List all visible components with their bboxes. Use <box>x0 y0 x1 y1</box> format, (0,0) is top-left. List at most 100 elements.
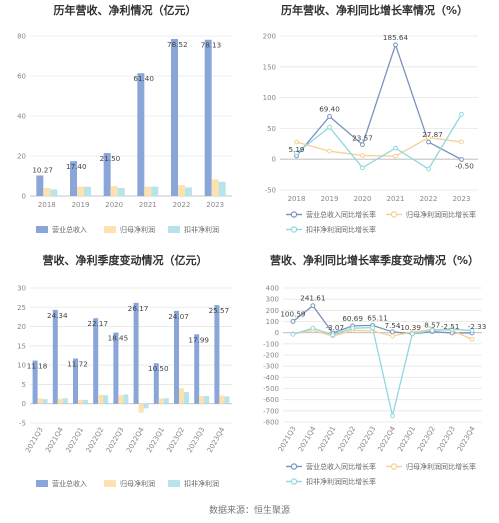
data-point <box>327 124 332 130</box>
y-tick-label: 20 <box>17 323 26 331</box>
x-tick-label: 2022Q1 <box>317 425 338 453</box>
data-label: 78.13 <box>201 41 222 50</box>
data-point <box>449 326 455 332</box>
x-tick-label: 2021 <box>387 195 405 203</box>
legend-label: 营业总收入 <box>52 225 87 234</box>
y-tick-label: -50 <box>265 187 276 195</box>
y-tick-label: -800 <box>263 419 279 427</box>
bar <box>98 394 104 404</box>
legend-label: 营业总收入同比增长率 <box>306 462 376 471</box>
y-tick-label: 100 <box>263 94 276 102</box>
data-label: 23.57 <box>352 134 373 143</box>
data-point <box>290 331 296 337</box>
y-tick-label: -700 <box>263 407 279 415</box>
annual-growth-rate-svg: 历年营收、净利同比增长率情况（%） -50 0 50 100 150 200 2018 2019… <box>263 3 478 234</box>
bar <box>118 395 124 404</box>
data-point <box>426 166 431 172</box>
x-tick-label: 2023Q1 <box>396 425 417 453</box>
chart-title: 历年营收、净利情况（亿元） <box>54 3 197 17</box>
bar <box>83 399 88 404</box>
bar <box>204 39 212 196</box>
legend-marker <box>290 478 298 485</box>
bar <box>77 186 84 196</box>
bar <box>70 161 77 196</box>
bar <box>158 398 164 404</box>
chart-title: 历年营收、净利同比增长率情况（%） <box>281 3 468 17</box>
quarterly-revenue-profit-svg: 营收、净利季度变动情况（亿元） -5 0 5 10 15 20 25 30 2021Q3 2021Q… <box>17 253 232 488</box>
annual-growth-rate-chart: 历年营收、净利同比增长率情况（%） -50 0 50 100 150 200 2018 2019… <box>250 0 499 250</box>
data-label: 8.57 <box>424 321 440 330</box>
legend-label: 归母净利润同比增长率 <box>406 462 476 471</box>
y-tick-label: 50 <box>267 125 276 133</box>
bar <box>42 399 48 404</box>
y-tick-label: 400 <box>266 285 279 293</box>
x-tick-label: 2019 <box>72 201 90 209</box>
bar <box>84 186 91 196</box>
legend-swatch <box>168 480 180 487</box>
data-label: 24.07 <box>168 312 189 321</box>
x-tick-label: 2022Q4 <box>125 426 146 455</box>
x-tick-label: 2022 <box>173 201 191 209</box>
data-label: 100.59 <box>280 309 306 318</box>
y-tick-label: 40 <box>17 113 26 121</box>
bar <box>52 309 58 404</box>
x-tick-label: 2022Q4 <box>376 425 397 454</box>
legend-label: 归母净利润 <box>120 479 155 488</box>
legend-marker <box>290 211 298 218</box>
data-label: 26.17 <box>128 304 149 313</box>
x-tick-label: 2021Q3 <box>277 425 298 453</box>
bar <box>110 186 118 196</box>
bar <box>103 153 111 196</box>
bar <box>144 186 152 196</box>
x-tick-label: 2023Q4 <box>456 425 477 454</box>
bar <box>219 395 225 404</box>
bar <box>179 388 184 404</box>
data-point <box>360 165 365 171</box>
data-label: 10.27 <box>32 165 53 174</box>
y-tick-label: 0 <box>272 156 276 164</box>
data-point <box>294 139 299 145</box>
data-point <box>469 336 475 342</box>
bar <box>36 175 44 196</box>
y-tick-label: -400 <box>263 374 279 382</box>
data-point <box>393 42 398 48</box>
bar <box>199 396 205 404</box>
data-point <box>327 148 332 154</box>
y-tick-label: 200 <box>266 307 279 315</box>
legend-swatch <box>36 226 48 233</box>
data-label: 10.50 <box>148 364 169 373</box>
bar <box>103 395 109 404</box>
data-source-note: 数据来源：恒生聚源 <box>208 506 290 516</box>
quarterly-revenue-profit-chart: 营收、净利季度变动情况（亿元） -5 0 5 10 15 20 25 30 2021Q3 2021Q… <box>0 250 250 500</box>
y-tick-label: 5 <box>22 381 26 389</box>
y-tick-label: -300 <box>263 363 279 371</box>
bar <box>62 398 68 404</box>
data-point <box>426 135 431 141</box>
annual-revenue-profit-svg: 历年营收、净利情况（亿元） 0 20 40 60 80 2018 2019 2020 2021 20… <box>17 3 232 234</box>
data-label: 241.61 <box>300 294 325 303</box>
data-point <box>459 157 464 162</box>
series-line <box>292 304 473 335</box>
quarterly-growth-rate-svg: 营收、净利同比增长率季度变动情况（%） -800 -700 -600 -500 -400 -… <box>263 253 486 486</box>
legend-label: 营业总收入 <box>52 479 87 488</box>
bar <box>184 392 189 404</box>
x-tick-label: 2020 <box>105 201 123 209</box>
data-point <box>350 325 356 331</box>
data-label: 7.54 <box>384 321 400 330</box>
bar <box>218 181 226 196</box>
y-tick-label: 60 <box>17 73 26 81</box>
data-label: 25.57 <box>209 306 230 315</box>
y-tick-label: 200 <box>263 33 276 41</box>
y-tick-label: -200 <box>263 352 279 360</box>
data-point <box>390 333 395 339</box>
data-label: 5.19 <box>288 145 304 154</box>
x-tick-label: 2023Q4 <box>206 426 227 455</box>
data-point <box>390 413 395 419</box>
data-label: 60.69 <box>342 314 363 323</box>
y-tick-label: -600 <box>263 396 279 404</box>
x-tick-label: 2023 <box>453 195 471 203</box>
data-label: -10.39 <box>398 323 422 332</box>
x-tick-label: 2019 <box>321 195 339 203</box>
x-tick-label: 2018 <box>288 195 306 203</box>
data-label: 185.64 <box>383 33 409 42</box>
